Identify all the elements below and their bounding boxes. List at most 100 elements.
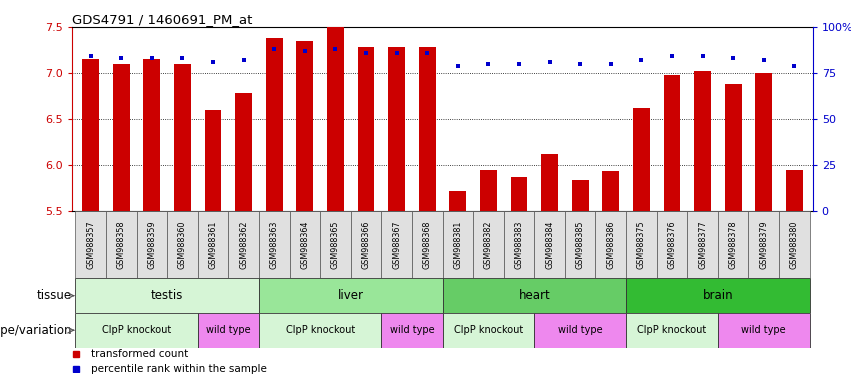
Text: liver: liver xyxy=(338,289,363,302)
Text: ClpP knockout: ClpP knockout xyxy=(286,325,355,335)
Text: transformed count: transformed count xyxy=(91,349,188,359)
FancyBboxPatch shape xyxy=(381,211,412,278)
Bar xyxy=(694,71,711,211)
FancyBboxPatch shape xyxy=(167,211,197,278)
Text: ClpP knockout: ClpP knockout xyxy=(637,325,706,335)
Bar xyxy=(756,73,772,211)
FancyBboxPatch shape xyxy=(228,211,259,278)
Bar xyxy=(572,180,589,211)
Bar xyxy=(449,191,466,211)
Text: GSM988359: GSM988359 xyxy=(147,220,157,269)
Text: GSM988379: GSM988379 xyxy=(759,220,768,269)
FancyBboxPatch shape xyxy=(197,211,228,278)
Bar xyxy=(725,84,741,211)
FancyBboxPatch shape xyxy=(473,211,504,278)
Bar xyxy=(603,170,620,211)
FancyBboxPatch shape xyxy=(443,313,534,348)
Text: GSM988383: GSM988383 xyxy=(515,221,523,269)
Text: GSM988380: GSM988380 xyxy=(790,221,799,269)
FancyBboxPatch shape xyxy=(596,211,626,278)
FancyBboxPatch shape xyxy=(657,211,688,278)
FancyBboxPatch shape xyxy=(136,211,167,278)
FancyBboxPatch shape xyxy=(626,313,718,348)
Bar xyxy=(357,47,374,211)
Text: GSM988362: GSM988362 xyxy=(239,220,248,269)
Text: GSM988360: GSM988360 xyxy=(178,221,187,269)
FancyBboxPatch shape xyxy=(443,278,626,313)
Bar xyxy=(480,170,497,211)
Bar xyxy=(144,59,160,211)
Bar xyxy=(786,170,802,211)
FancyBboxPatch shape xyxy=(76,313,197,348)
FancyBboxPatch shape xyxy=(76,278,259,313)
Text: GSM988364: GSM988364 xyxy=(300,221,310,269)
Bar xyxy=(83,59,99,211)
Text: GSM988357: GSM988357 xyxy=(86,220,95,269)
Text: ClpP knockout: ClpP knockout xyxy=(454,325,523,335)
Bar xyxy=(296,41,313,211)
FancyBboxPatch shape xyxy=(289,211,320,278)
FancyBboxPatch shape xyxy=(534,313,626,348)
Text: GSM988376: GSM988376 xyxy=(667,220,677,269)
Text: GSM988358: GSM988358 xyxy=(117,220,126,269)
Bar xyxy=(664,75,681,211)
FancyBboxPatch shape xyxy=(106,211,136,278)
Text: wild type: wild type xyxy=(558,325,603,335)
FancyBboxPatch shape xyxy=(565,211,596,278)
Text: GSM988382: GSM988382 xyxy=(484,220,493,269)
FancyBboxPatch shape xyxy=(197,313,259,348)
Bar xyxy=(633,108,650,211)
FancyBboxPatch shape xyxy=(412,211,443,278)
Text: GSM988368: GSM988368 xyxy=(423,221,431,269)
Bar xyxy=(419,47,436,211)
Bar xyxy=(388,47,405,211)
Bar xyxy=(113,64,129,211)
FancyBboxPatch shape xyxy=(259,211,289,278)
FancyBboxPatch shape xyxy=(626,211,657,278)
FancyBboxPatch shape xyxy=(718,313,809,348)
FancyBboxPatch shape xyxy=(259,278,443,313)
FancyBboxPatch shape xyxy=(381,313,443,348)
Text: brain: brain xyxy=(703,289,734,302)
Text: GSM988367: GSM988367 xyxy=(392,220,401,269)
Text: GSM988366: GSM988366 xyxy=(362,221,370,269)
Text: testis: testis xyxy=(151,289,183,302)
Text: GSM988361: GSM988361 xyxy=(208,221,218,269)
FancyBboxPatch shape xyxy=(626,278,809,313)
FancyBboxPatch shape xyxy=(749,211,779,278)
Text: GSM988365: GSM988365 xyxy=(331,220,340,269)
Text: GSM988385: GSM988385 xyxy=(575,220,585,269)
Text: genotype/variation: genotype/variation xyxy=(0,324,71,337)
Bar xyxy=(204,110,221,211)
FancyBboxPatch shape xyxy=(76,211,106,278)
Text: heart: heart xyxy=(518,289,551,302)
FancyBboxPatch shape xyxy=(320,211,351,278)
FancyBboxPatch shape xyxy=(718,211,749,278)
Bar xyxy=(511,177,528,211)
Text: GSM988375: GSM988375 xyxy=(637,220,646,269)
Bar xyxy=(235,93,252,211)
Text: GSM988381: GSM988381 xyxy=(454,221,462,269)
Text: wild type: wild type xyxy=(390,325,434,335)
Bar xyxy=(174,64,191,211)
Text: tissue: tissue xyxy=(37,289,71,302)
FancyBboxPatch shape xyxy=(351,211,381,278)
Text: GSM988377: GSM988377 xyxy=(698,220,707,269)
FancyBboxPatch shape xyxy=(443,211,473,278)
Text: GSM988384: GSM988384 xyxy=(545,221,554,269)
Text: ClpP knockout: ClpP knockout xyxy=(102,325,171,335)
FancyBboxPatch shape xyxy=(688,211,718,278)
Text: GSM988363: GSM988363 xyxy=(270,221,279,269)
Text: percentile rank within the sample: percentile rank within the sample xyxy=(91,364,266,374)
FancyBboxPatch shape xyxy=(534,211,565,278)
FancyBboxPatch shape xyxy=(259,313,381,348)
Bar xyxy=(541,154,558,211)
Bar xyxy=(266,38,283,211)
Text: GSM988386: GSM988386 xyxy=(606,221,615,269)
FancyBboxPatch shape xyxy=(504,211,534,278)
Text: GSM988378: GSM988378 xyxy=(728,220,738,269)
FancyBboxPatch shape xyxy=(779,211,809,278)
Text: wild type: wild type xyxy=(206,325,251,335)
Text: GDS4791 / 1460691_PM_at: GDS4791 / 1460691_PM_at xyxy=(72,13,253,26)
Bar xyxy=(327,27,344,211)
